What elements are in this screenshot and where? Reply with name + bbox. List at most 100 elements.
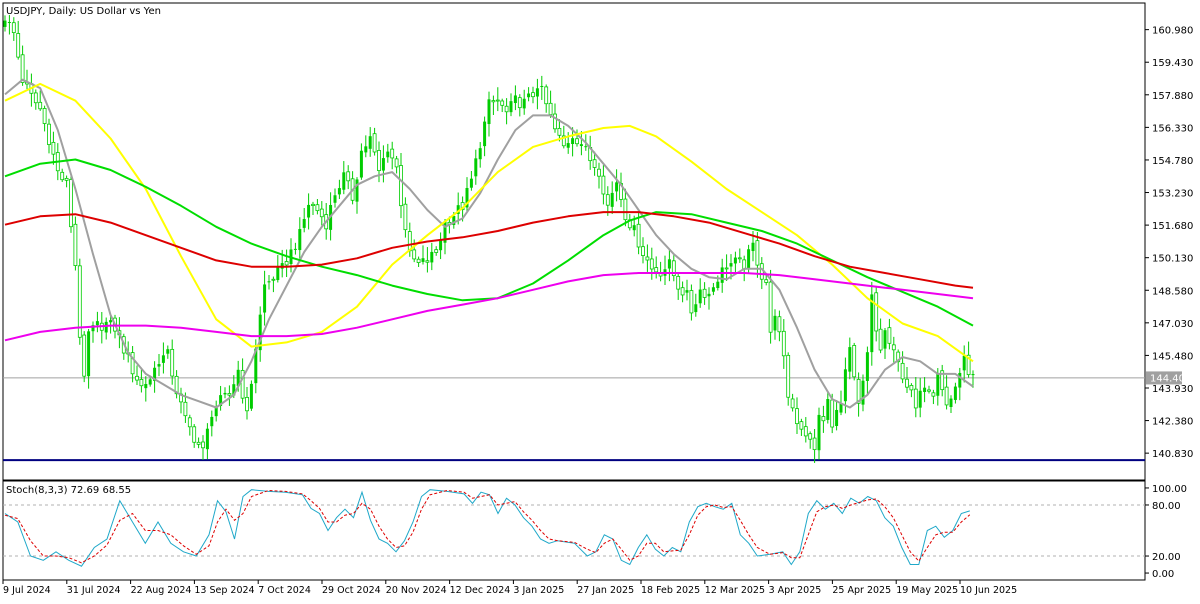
candle (878, 318, 883, 354)
date-tick-label: 25 Apr 2025 (832, 585, 891, 596)
candle (205, 423, 209, 460)
candle (42, 105, 47, 132)
date-tick-label: 19 May 2025 (896, 585, 958, 596)
candle (425, 247, 430, 273)
candle (720, 258, 724, 293)
candle (610, 181, 614, 214)
date-tick-label: 12 Dec 2024 (450, 585, 511, 596)
candle (293, 242, 297, 255)
price-tick-label: 145.480 (1152, 351, 1193, 362)
stoch-axis: 100.00 80.00 20.00 0.00 (1145, 484, 1187, 580)
candle (966, 341, 971, 378)
candle (667, 248, 671, 282)
candle (874, 286, 879, 342)
candle (891, 336, 896, 363)
candle (342, 161, 346, 195)
candle (210, 410, 214, 437)
stoch-plot[interactable] (3, 489, 1145, 567)
candle (605, 186, 610, 216)
candle (835, 400, 839, 431)
candle (597, 162, 601, 189)
candle (355, 177, 359, 214)
candle (416, 256, 421, 267)
candle (592, 151, 597, 176)
candle (315, 199, 320, 215)
candle (170, 339, 175, 385)
candle (443, 219, 447, 255)
candle (795, 397, 799, 435)
candle (33, 89, 38, 110)
candle (540, 75, 544, 100)
price-plot[interactable] (3, 15, 1145, 463)
candle (702, 282, 707, 305)
chart-title: USDJPY, Daily: US Dollar vs Yen (6, 6, 161, 17)
candle (390, 141, 395, 170)
stoch-tick-label: 20.00 (1152, 552, 1181, 563)
candle (623, 188, 628, 227)
candle (812, 428, 817, 463)
candle (571, 127, 575, 157)
candle (381, 145, 385, 183)
candle (887, 318, 892, 350)
candle (196, 437, 201, 449)
candle (645, 244, 650, 272)
date-tick-label: 12 Mar 2025 (705, 585, 765, 596)
stoch-line (4, 489, 971, 564)
candle (711, 282, 715, 296)
candle (130, 346, 135, 383)
candle (724, 254, 729, 281)
candle (861, 374, 865, 412)
date-tick-label: 3 Jan 2025 (513, 585, 564, 596)
candle (786, 352, 791, 406)
candle (733, 251, 737, 275)
candle (531, 86, 535, 104)
candle (161, 342, 165, 374)
candle (527, 87, 531, 102)
candle (201, 435, 205, 461)
candle (513, 85, 517, 111)
candle (64, 175, 69, 188)
candle (91, 321, 95, 343)
candle (601, 165, 606, 205)
date-axis: 9 Jul 2024 31 Jul 2024 22 Aug 2024 13 Sep 2… (2, 580, 1017, 596)
date-tick-label: 7 Oct 2024 (258, 585, 311, 596)
current-price-label: 144.409 (1150, 373, 1191, 384)
candle (51, 131, 56, 165)
date-tick-label: 27 Jan 2025 (577, 585, 634, 596)
candle (364, 135, 368, 158)
candle (535, 78, 539, 110)
stoch-title: Stoch(8,3,3) 72.69 68.55 (6, 485, 131, 496)
candle (817, 407, 821, 460)
candle (87, 328, 91, 389)
candle (641, 237, 645, 264)
candle (421, 245, 425, 265)
stoch-panel-frame (2, 480, 1146, 581)
candle (263, 270, 267, 326)
moving-average-line (4, 211, 974, 289)
current-price-tag: 144.409 (1146, 371, 1191, 385)
price-tick-label: 159.430 (1152, 58, 1193, 69)
stoch-tick-label: 80.00 (1152, 501, 1181, 512)
candle (522, 89, 526, 115)
candle (174, 370, 179, 399)
candle (311, 201, 315, 215)
date-tick-label: 9 Jul 2024 (3, 585, 51, 596)
candle (302, 208, 306, 233)
price-axis: 160.980 159.430 157.880 156.330 154.780 153.2… (1145, 26, 1193, 460)
candle (346, 165, 351, 190)
candle (680, 281, 685, 303)
price-tick-label: 142.380 (1152, 417, 1193, 428)
candle (187, 414, 192, 436)
candle (183, 392, 188, 423)
candle (544, 84, 549, 113)
moving-average-line (4, 78, 974, 409)
candle (676, 274, 681, 300)
moving-average-line (4, 82, 974, 363)
candle (258, 306, 262, 362)
candle (852, 342, 857, 381)
candle (11, 17, 16, 41)
candle (298, 217, 302, 263)
candle (918, 377, 922, 418)
candle (38, 90, 43, 111)
